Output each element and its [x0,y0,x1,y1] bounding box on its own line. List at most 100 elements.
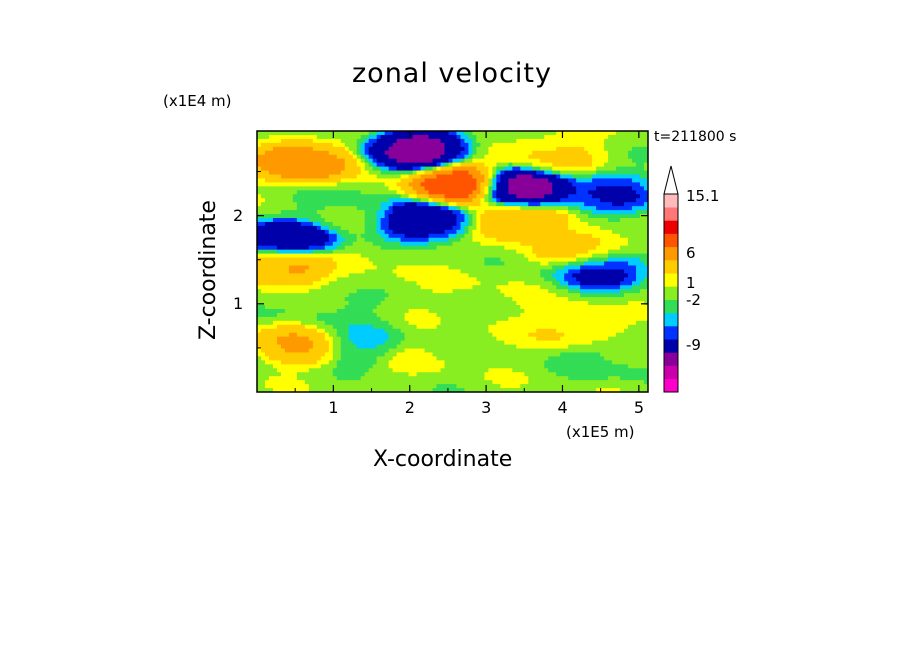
field-cell [528,162,533,168]
field-cell [300,162,306,168]
field-cell [548,210,553,215]
field-cell [344,281,350,286]
field-cell [296,297,302,302]
field-cell [432,360,438,365]
field-cell [296,380,302,385]
field-cell [356,384,362,389]
field-cell [432,285,438,290]
field-cell [396,273,402,278]
field-cell [488,356,493,361]
field-cell [516,146,521,152]
field-cell [284,206,290,211]
field-cell [508,138,513,144]
field-cell [416,348,422,354]
field-cell [412,328,418,334]
field-cell [300,190,306,195]
field-cell [436,289,442,294]
field-cell [308,237,314,243]
field-cell [348,328,354,334]
field-cell [536,214,541,219]
field-cell [544,182,549,187]
field-cell [428,328,434,334]
field-cell [536,253,541,259]
field-cell [488,233,493,239]
field-cell [412,146,418,152]
field-cell [272,154,278,160]
field-cell [292,384,298,389]
field-cell [328,332,334,338]
field-cell [452,281,458,286]
field-cell [384,257,390,263]
field-cell [388,285,394,290]
field-cell [292,297,298,302]
field-cell [480,166,486,172]
field-cell [384,218,390,223]
field-cell [516,225,521,231]
field-cell [276,206,282,211]
field-cell [416,166,422,172]
field-cell [484,348,490,354]
field-cell [396,186,402,191]
field-cell [520,178,525,183]
field-cell [348,344,354,350]
field-cell [257,265,262,270]
field-cell [324,261,330,267]
field-cell [400,225,406,231]
field-cell [280,202,286,207]
field-cell [380,146,386,152]
field-cell [352,218,358,223]
field-cell [356,178,362,183]
field-cell [484,178,490,183]
field-cell [412,305,418,310]
field-cell [340,328,346,334]
field-cell [540,162,545,168]
field-cell [304,293,310,298]
field-cell [344,210,350,215]
field-cell [396,218,402,223]
field-cell [504,186,509,191]
field-cell [408,281,414,286]
field-cell [288,332,294,338]
field-cell [328,229,334,235]
field-cell [292,356,298,361]
field-cell [336,273,342,278]
field-cell [472,273,478,278]
field-cell [552,178,557,183]
field-cell [296,170,302,176]
field-cell [536,237,541,243]
field-cell [556,190,561,195]
field-cell [540,320,545,326]
field-cell [424,289,430,294]
field-cell [356,154,362,160]
field-cell [360,221,366,227]
field-cell [428,202,434,207]
field-cell [404,261,410,267]
field-cell [468,316,474,322]
field-cell [257,316,262,322]
field-cell [500,214,505,219]
field-cell [304,158,310,164]
field-cell [396,134,402,140]
field-cell [448,166,454,172]
field-cell [260,285,266,290]
field-cell [548,202,553,207]
field-cell [348,269,354,274]
field-cell [396,344,402,350]
field-cell [340,190,346,195]
field-cell [532,336,537,342]
field-cell [492,301,497,306]
field-cell [432,261,438,267]
field-cell [484,166,490,172]
field-cell [488,170,493,176]
field-cell [504,273,509,278]
field-cell [352,174,358,180]
field-cell [324,368,330,373]
field-cell [492,245,497,251]
field-cell [508,336,513,342]
field-cell [448,225,454,231]
field-cell [484,249,490,255]
field-cell [344,178,350,183]
field-cell [452,376,458,381]
field-cell [372,384,378,389]
field-cell [484,273,490,278]
